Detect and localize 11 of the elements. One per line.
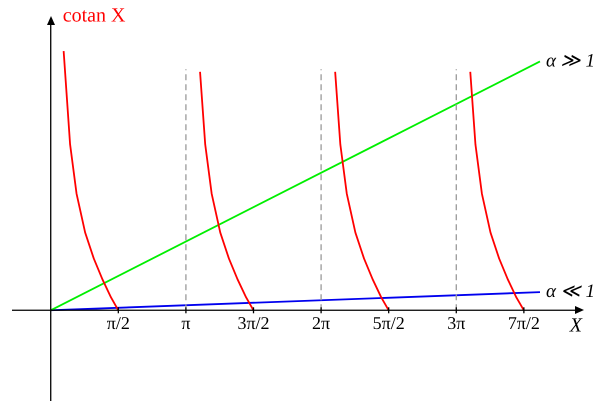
x-axis-title: X bbox=[568, 314, 583, 337]
series-label: α ≪ 1 bbox=[546, 281, 595, 302]
x-tick-label: 7π/2 bbox=[508, 312, 540, 333]
series-label: α ≫ 1 bbox=[546, 50, 595, 72]
x-tick-label: π/2 bbox=[106, 312, 130, 333]
x-tick-label: 5π/2 bbox=[372, 312, 405, 333]
x-tick-label: π bbox=[181, 312, 190, 333]
x-tick-label: 3π bbox=[447, 312, 466, 333]
y-axis-title: cotan X bbox=[62, 4, 126, 26]
x-tick-label: 2π bbox=[312, 312, 330, 333]
x-tick-label: 3π/2 bbox=[237, 312, 270, 333]
